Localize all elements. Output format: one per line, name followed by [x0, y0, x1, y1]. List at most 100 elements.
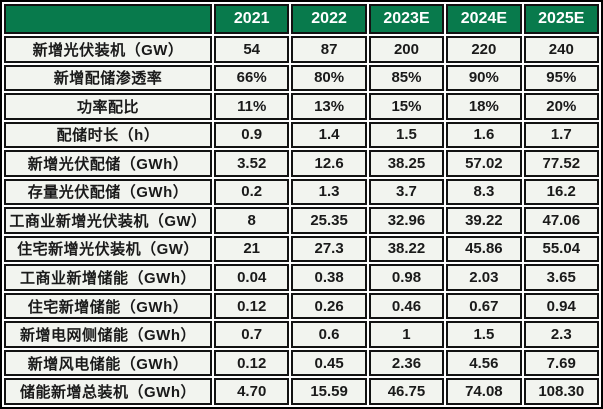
- row-label: 工商业新增光伏装机（GW）: [4, 207, 212, 234]
- value-cell: 200: [368, 36, 445, 63]
- value-cell: 57.02: [446, 150, 522, 177]
- value-cell: 0.12: [214, 349, 290, 377]
- row-label: 新增光伏装机（GW）: [4, 36, 212, 63]
- value-cell: 21: [214, 235, 290, 263]
- value-cell: 16.2: [523, 178, 599, 206]
- value-cell: 27.3: [291, 235, 367, 263]
- value-cell: 0.38: [291, 264, 367, 291]
- value-cell: 0.12: [214, 292, 290, 320]
- value-cell: 0.94: [523, 292, 599, 320]
- value-cell: 1.6: [446, 121, 522, 149]
- table-header: 2021 2022 2023E 2024E 2025E: [4, 4, 599, 34]
- value-cell: 15.59: [291, 378, 367, 405]
- row-label: 新增配储渗透率: [4, 64, 212, 92]
- table-row: 新增光伏装机（GW） 54 87 200 220 240: [4, 36, 599, 63]
- value-cell: 12.6: [291, 150, 367, 177]
- table-row: 住宅新增光伏装机（GW） 21 27.3 38.22 45.86 55.04: [4, 235, 599, 263]
- value-cell: 1.5: [446, 321, 522, 348]
- value-cell: 108.30: [523, 378, 599, 405]
- year-column-header: 2021: [214, 4, 290, 34]
- value-cell: 2.03: [446, 264, 522, 291]
- value-cell: 0.7: [214, 321, 290, 348]
- row-label: 储能新增总装机（GWh）: [4, 378, 212, 405]
- year-column-header: 2024E: [446, 4, 522, 34]
- value-cell: 1.7: [523, 121, 599, 149]
- value-cell: 38.25: [368, 150, 445, 177]
- value-cell: 18%: [446, 93, 522, 120]
- table-row: 工商业新增光伏装机（GW） 8 25.35 32.96 39.22 47.06: [4, 207, 599, 234]
- value-cell: 220: [446, 36, 522, 63]
- table-row: 工商业新增储能（GWh） 0.04 0.38 0.98 2.03 3.65: [4, 264, 599, 291]
- value-cell: 0.46: [368, 292, 445, 320]
- value-cell: 0.6: [291, 321, 367, 348]
- row-label: 功率配比: [4, 93, 212, 120]
- value-cell: 0.04: [214, 264, 290, 291]
- value-cell: 0.26: [291, 292, 367, 320]
- header-row: 2021 2022 2023E 2024E 2025E: [4, 4, 599, 34]
- table-row: 新增风电储能（GWh） 0.12 0.45 2.36 4.56 7.69: [4, 349, 599, 377]
- table-row: 新增光伏配储（GWh） 3.52 12.6 38.25 57.02 77.52: [4, 150, 599, 177]
- table-body: 新增光伏装机（GW） 54 87 200 220 240 新增配储渗透率 66%…: [4, 36, 599, 405]
- value-cell: 4.56: [446, 349, 522, 377]
- value-cell: 0.9: [214, 121, 290, 149]
- value-cell: 85%: [368, 64, 445, 92]
- value-cell: 8: [214, 207, 290, 234]
- table-row: 功率配比 11% 13% 15% 18% 20%: [4, 93, 599, 120]
- row-label: 存量光伏配储（GWh）: [4, 178, 212, 206]
- row-label: 新增电网侧储能（GWh）: [4, 321, 212, 348]
- value-cell: 7.69: [523, 349, 599, 377]
- row-label: 新增风电储能（GWh）: [4, 349, 212, 377]
- value-cell: 32.96: [368, 207, 445, 234]
- value-cell: 87: [291, 36, 367, 63]
- value-cell: 15%: [368, 93, 445, 120]
- value-cell: 1.5: [368, 121, 445, 149]
- value-cell: 20%: [523, 93, 599, 120]
- value-cell: 3.7: [368, 178, 445, 206]
- value-cell: 80%: [291, 64, 367, 92]
- row-label: 新增光伏配储（GWh）: [4, 150, 212, 177]
- table-row: 储能新增总装机（GWh） 4.70 15.59 46.75 74.08 108.…: [4, 378, 599, 405]
- value-cell: 0.98: [368, 264, 445, 291]
- value-cell: 2.3: [523, 321, 599, 348]
- year-column-header: 2023E: [368, 4, 445, 34]
- row-label: 住宅新增光伏装机（GW）: [4, 235, 212, 263]
- corner-header-cell: [4, 4, 212, 34]
- table-row: 存量光伏配储（GWh） 0.2 1.3 3.7 8.3 16.2: [4, 178, 599, 206]
- value-cell: 4.70: [214, 378, 290, 405]
- value-cell: 95%: [523, 64, 599, 92]
- value-cell: 3.52: [214, 150, 290, 177]
- year-column-header: 2025E: [523, 4, 599, 34]
- row-label: 住宅新增储能（GWh）: [4, 292, 212, 320]
- value-cell: 2.36: [368, 349, 445, 377]
- value-cell: 55.04: [523, 235, 599, 263]
- year-column-header: 2022: [291, 4, 367, 34]
- row-label: 工商业新增储能（GWh）: [4, 264, 212, 291]
- value-cell: 1.3: [291, 178, 367, 206]
- value-cell: 54: [214, 36, 290, 63]
- value-cell: 74.08: [446, 378, 522, 405]
- value-cell: 47.06: [523, 207, 599, 234]
- value-cell: 66%: [214, 64, 290, 92]
- value-cell: 8.3: [446, 178, 522, 206]
- value-cell: 1: [368, 321, 445, 348]
- table-row: 新增电网侧储能（GWh） 0.7 0.6 1 1.5 2.3: [4, 321, 599, 348]
- row-label: 配储时长（h）: [4, 121, 212, 149]
- value-cell: 38.22: [368, 235, 445, 263]
- value-cell: 77.52: [523, 150, 599, 177]
- value-cell: 0.45: [291, 349, 367, 377]
- value-cell: 0.2: [214, 178, 290, 206]
- value-cell: 3.65: [523, 264, 599, 291]
- table-row: 住宅新增储能（GWh） 0.12 0.26 0.46 0.67 0.94: [4, 292, 599, 320]
- value-cell: 1.4: [291, 121, 367, 149]
- value-cell: 46.75: [368, 378, 445, 405]
- value-cell: 25.35: [291, 207, 367, 234]
- value-cell: 45.86: [446, 235, 522, 263]
- value-cell: 39.22: [446, 207, 522, 234]
- value-cell: 11%: [214, 93, 290, 120]
- table-row: 新增配储渗透率 66% 80% 85% 90% 95%: [4, 64, 599, 92]
- table-row: 配储时长（h） 0.9 1.4 1.5 1.6 1.7: [4, 121, 599, 149]
- value-cell: 240: [523, 36, 599, 63]
- value-cell: 90%: [446, 64, 522, 92]
- value-cell: 0.67: [446, 292, 522, 320]
